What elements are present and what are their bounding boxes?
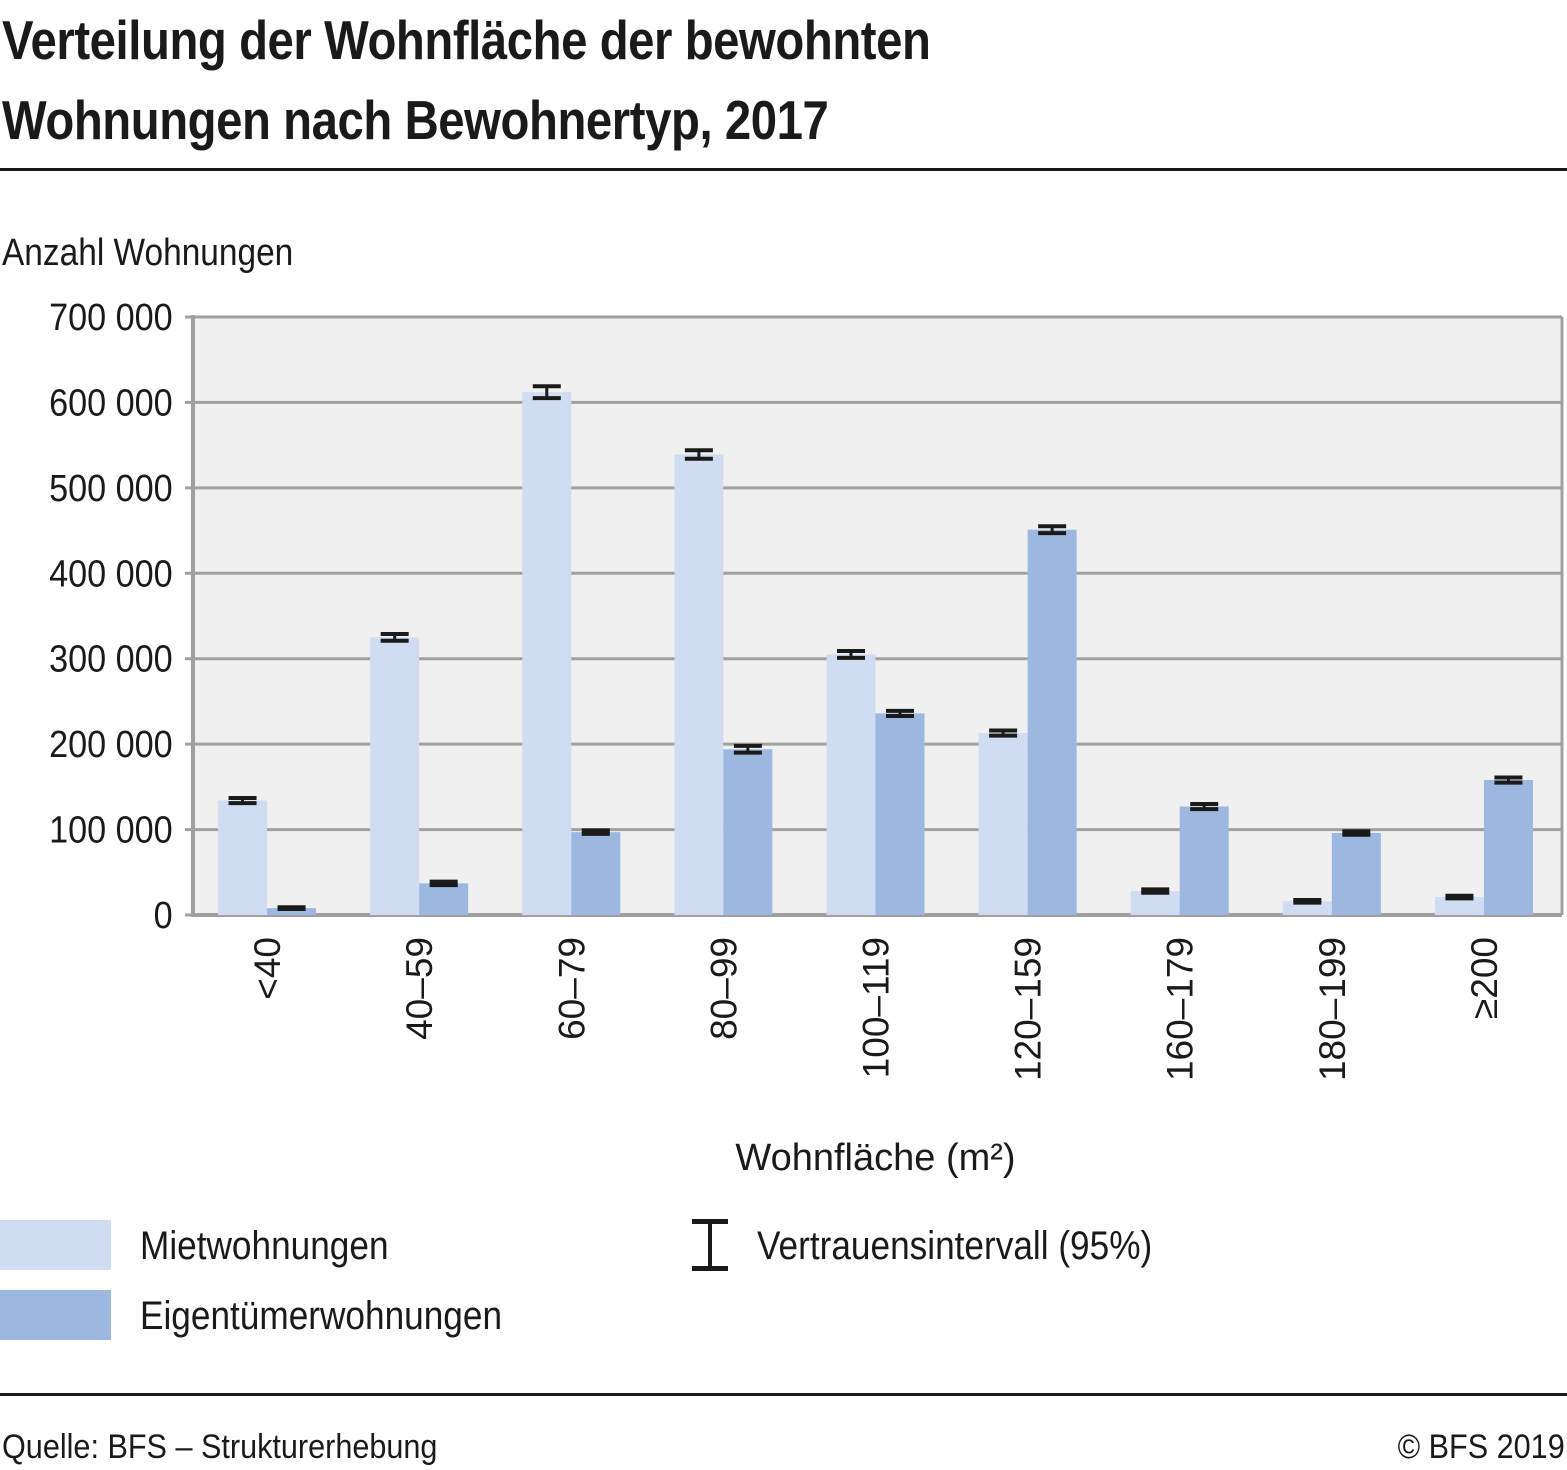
x-tick-label: ≥200 [1464, 937, 1505, 1019]
y-tick-label: 700 000 [49, 295, 173, 338]
legend-swatch-mietwohnungen [0, 1220, 111, 1270]
y-tick-label: 100 000 [49, 808, 173, 851]
x-axis-title: Wohnfläche (m²) [735, 1137, 1015, 1179]
x-tick-label: 100–119 [856, 937, 897, 1078]
source-note: Quelle: BFS – Strukturerhebung [2, 1428, 438, 1466]
title-divider [0, 168, 1567, 171]
bar-mietwohnungen [1434, 897, 1484, 915]
bar-eigentuemerwohnungen [419, 883, 469, 915]
chart-title: Verteilung der Wohnfläche der bewohnten … [2, 0, 1292, 160]
y-tick-label: 500 000 [49, 466, 173, 509]
bar-mietwohnungen [370, 637, 420, 915]
copyright-note: © BFS 2019 [1397, 1428, 1565, 1466]
bar-mietwohnungen [522, 392, 572, 915]
bar-mietwohnungen [218, 800, 268, 915]
y-tick-label: 300 000 [49, 637, 173, 680]
x-tick-label: 40–59 [399, 937, 440, 1040]
bar-mietwohnungen [1130, 891, 1180, 915]
legend-label-confidence-interval: Vertrauensintervall (95%) [757, 1224, 1153, 1268]
bar-mietwohnungen [826, 654, 876, 915]
legend-label-eigentuemerwohnungen: Eigentümerwohnungen [140, 1294, 503, 1338]
y-tick-label: 0 [154, 893, 173, 936]
y-tick-label: 200 000 [49, 722, 173, 765]
bar-mietwohnungen [978, 733, 1028, 915]
x-tick-label: 80–99 [703, 937, 744, 1040]
x-tick-label: 120–159 [1008, 937, 1049, 1081]
bar-eigentuemerwohnungen [571, 832, 621, 915]
x-tick-label: <40 [247, 937, 288, 1000]
bar-eigentuemerwohnungen [723, 749, 773, 915]
y-axis-title: Anzahl Wohnungen [2, 232, 294, 274]
footer-divider [0, 1393, 1567, 1396]
error-bar-icon [692, 1219, 728, 1271]
bar-mietwohnungen [674, 454, 724, 915]
bar-eigentuemerwohnungen [1483, 780, 1533, 915]
bar-eigentuemerwohnungen [875, 713, 925, 915]
bar-eigentuemerwohnungen [1027, 529, 1077, 915]
bar-eigentuemerwohnungen [1331, 832, 1381, 915]
legend-swatch-eigentuemerwohnungen [0, 1290, 111, 1340]
y-tick-label: 600 000 [49, 381, 173, 424]
bar-chart: 0 100 000 200 000 300 000 400 000 500 000 600 … [49, 295, 1564, 1179]
bar-eigentuemerwohnungen [267, 908, 317, 915]
bar-mietwohnungen [1282, 901, 1332, 915]
chart-title-line-2: Wohnungen nach Bewohnertyp, 2017 [2, 89, 829, 151]
y-tick-label: 400 000 [49, 552, 173, 595]
legend-label-mietwohnungen: Mietwohnungen [140, 1224, 389, 1268]
bar-eigentuemerwohnungen [1179, 806, 1229, 915]
x-tick-label: 180–199 [1312, 937, 1353, 1081]
chart-title-line-1: Verteilung der Wohnfläche der bewohnten [2, 9, 931, 71]
x-tick-label: 160–179 [1160, 937, 1201, 1081]
x-tick-label: 60–79 [551, 937, 592, 1040]
